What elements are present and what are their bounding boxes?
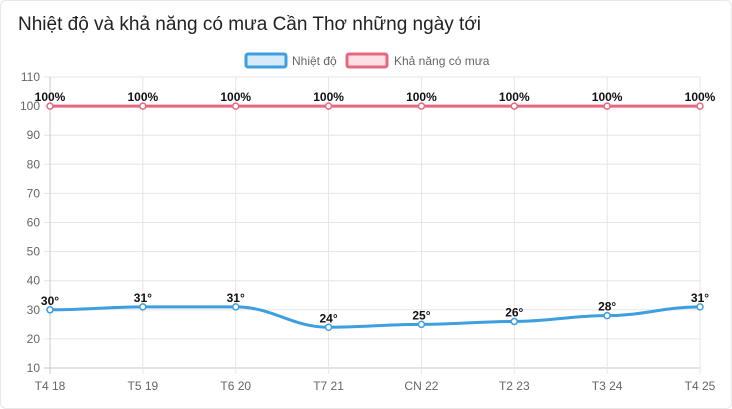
data-label: 100% xyxy=(685,90,716,104)
data-label: 100% xyxy=(499,90,530,104)
data-point xyxy=(46,102,54,110)
legend-label: Nhiệt độ xyxy=(292,54,337,68)
legend-item-0[interactable]: Nhiệt độ xyxy=(244,52,337,69)
y-tick-label: 20 xyxy=(27,332,41,346)
x-tick-label: CN 22 xyxy=(404,379,438,393)
data-label: 31° xyxy=(227,291,245,305)
data-label: 100% xyxy=(592,90,623,104)
data-point xyxy=(46,306,54,314)
y-tick-label: 40 xyxy=(27,274,41,288)
legend-item-1[interactable]: Khả năng có mưa xyxy=(345,52,490,69)
data-label: 31° xyxy=(691,291,709,305)
y-tick-label: 100 xyxy=(20,99,40,113)
legend-swatch xyxy=(345,52,389,69)
data-point xyxy=(324,323,333,332)
y-tick-label: 30 xyxy=(27,303,41,317)
data-label: 30° xyxy=(41,294,59,308)
data-label: 26° xyxy=(505,305,523,319)
y-tick-label: 60 xyxy=(27,216,41,230)
data-label: 24° xyxy=(319,311,337,325)
data-label: 100% xyxy=(220,90,251,104)
data-point xyxy=(231,102,240,110)
legend-label: Khả năng có mưa xyxy=(394,54,490,68)
data-point xyxy=(696,303,704,311)
data-label: 100% xyxy=(406,90,437,104)
data-point xyxy=(510,317,519,326)
x-tick-label: T3 24 xyxy=(592,379,623,393)
data-labels: 30° 31° 31° 24° 25° 26° 28° 31° 100% 100% 100% 100%… xyxy=(35,90,716,325)
data-point xyxy=(603,102,611,110)
data-point xyxy=(417,320,426,329)
data-point xyxy=(417,102,426,110)
data-point xyxy=(139,303,147,311)
x-tick-label: T4 18 xyxy=(35,379,66,393)
x-tick-label: T4 25 xyxy=(685,379,716,393)
data-point xyxy=(231,303,240,311)
data-label: 31° xyxy=(134,291,152,305)
data-label: 100% xyxy=(128,90,159,104)
data-label: 100% xyxy=(35,90,66,104)
y-tick-label: 80 xyxy=(27,157,41,171)
x-tick-label: T2 23 xyxy=(499,379,530,393)
data-label: 100% xyxy=(313,90,344,104)
data-point xyxy=(603,311,611,320)
y-tick-label: 10 xyxy=(27,361,41,375)
data-label: 25° xyxy=(412,308,430,322)
legend-swatch xyxy=(244,52,288,69)
x-tick-label: T6 20 xyxy=(220,379,251,393)
data-point xyxy=(139,102,147,110)
chart-title: Nhiệt độ và khả năng có mưa Cần Thơ nhữn… xyxy=(18,14,481,35)
y-tick-label: 50 xyxy=(27,245,41,259)
x-tick-label: T5 19 xyxy=(128,379,159,393)
series-line-0 xyxy=(49,305,701,329)
data-label: 28° xyxy=(598,300,616,314)
y-tick-label: 110 xyxy=(21,70,40,84)
axis-tick-labels: 10 20 30 40 50 60 70 80 90 100 110 T4 18 T5 19 T6 20 T… xyxy=(20,70,716,393)
y-tick-label: 90 xyxy=(27,128,41,142)
data-point xyxy=(510,102,519,110)
data-point xyxy=(324,102,333,110)
grid-lines xyxy=(44,76,701,374)
data-point xyxy=(696,102,704,110)
y-tick-label: 70 xyxy=(27,186,41,200)
series-lines xyxy=(46,102,704,332)
legend[interactable]: Nhiệt độ Khả năng có mưa xyxy=(244,52,490,69)
x-tick-label: T7 21 xyxy=(313,379,344,393)
